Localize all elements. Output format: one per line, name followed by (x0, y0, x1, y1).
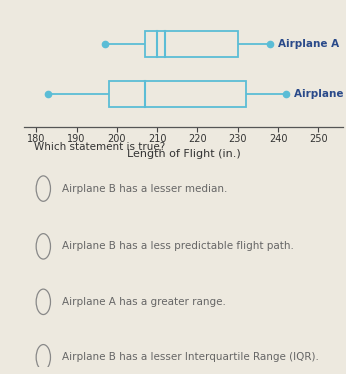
X-axis label: Length of Flight (in.): Length of Flight (in.) (127, 148, 240, 159)
Text: Airplane B: Airplane B (294, 89, 346, 99)
Text: Airplane B has a lesser Interquartile Range (IQR).: Airplane B has a lesser Interquartile Ra… (62, 352, 319, 362)
Bar (145, 31, 238, 56)
Text: Airplane B has a less predictable flight path.: Airplane B has a less predictable flight… (62, 241, 294, 251)
Text: Airplane A: Airplane A (278, 39, 339, 49)
Text: Airplane A has a greater range.: Airplane A has a greater range. (62, 297, 226, 307)
Text: Airplane B has a lesser median.: Airplane B has a lesser median. (62, 184, 228, 194)
Text: Which statement is true?: Which statement is true? (34, 142, 165, 152)
Bar (109, 82, 246, 107)
